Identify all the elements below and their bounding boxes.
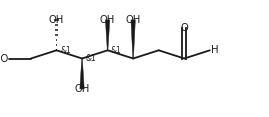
Polygon shape [131, 20, 135, 58]
Text: &1: &1 [111, 46, 122, 55]
Text: HO: HO [0, 53, 9, 64]
Text: H: H [211, 45, 219, 55]
Text: O: O [180, 23, 188, 33]
Polygon shape [105, 20, 110, 50]
Text: OH: OH [100, 15, 115, 25]
Text: OH: OH [49, 15, 64, 25]
Text: &1: &1 [86, 54, 96, 63]
Text: OH: OH [126, 15, 141, 25]
Text: OH: OH [75, 84, 90, 94]
Text: &1: &1 [61, 46, 71, 55]
Polygon shape [80, 58, 84, 89]
